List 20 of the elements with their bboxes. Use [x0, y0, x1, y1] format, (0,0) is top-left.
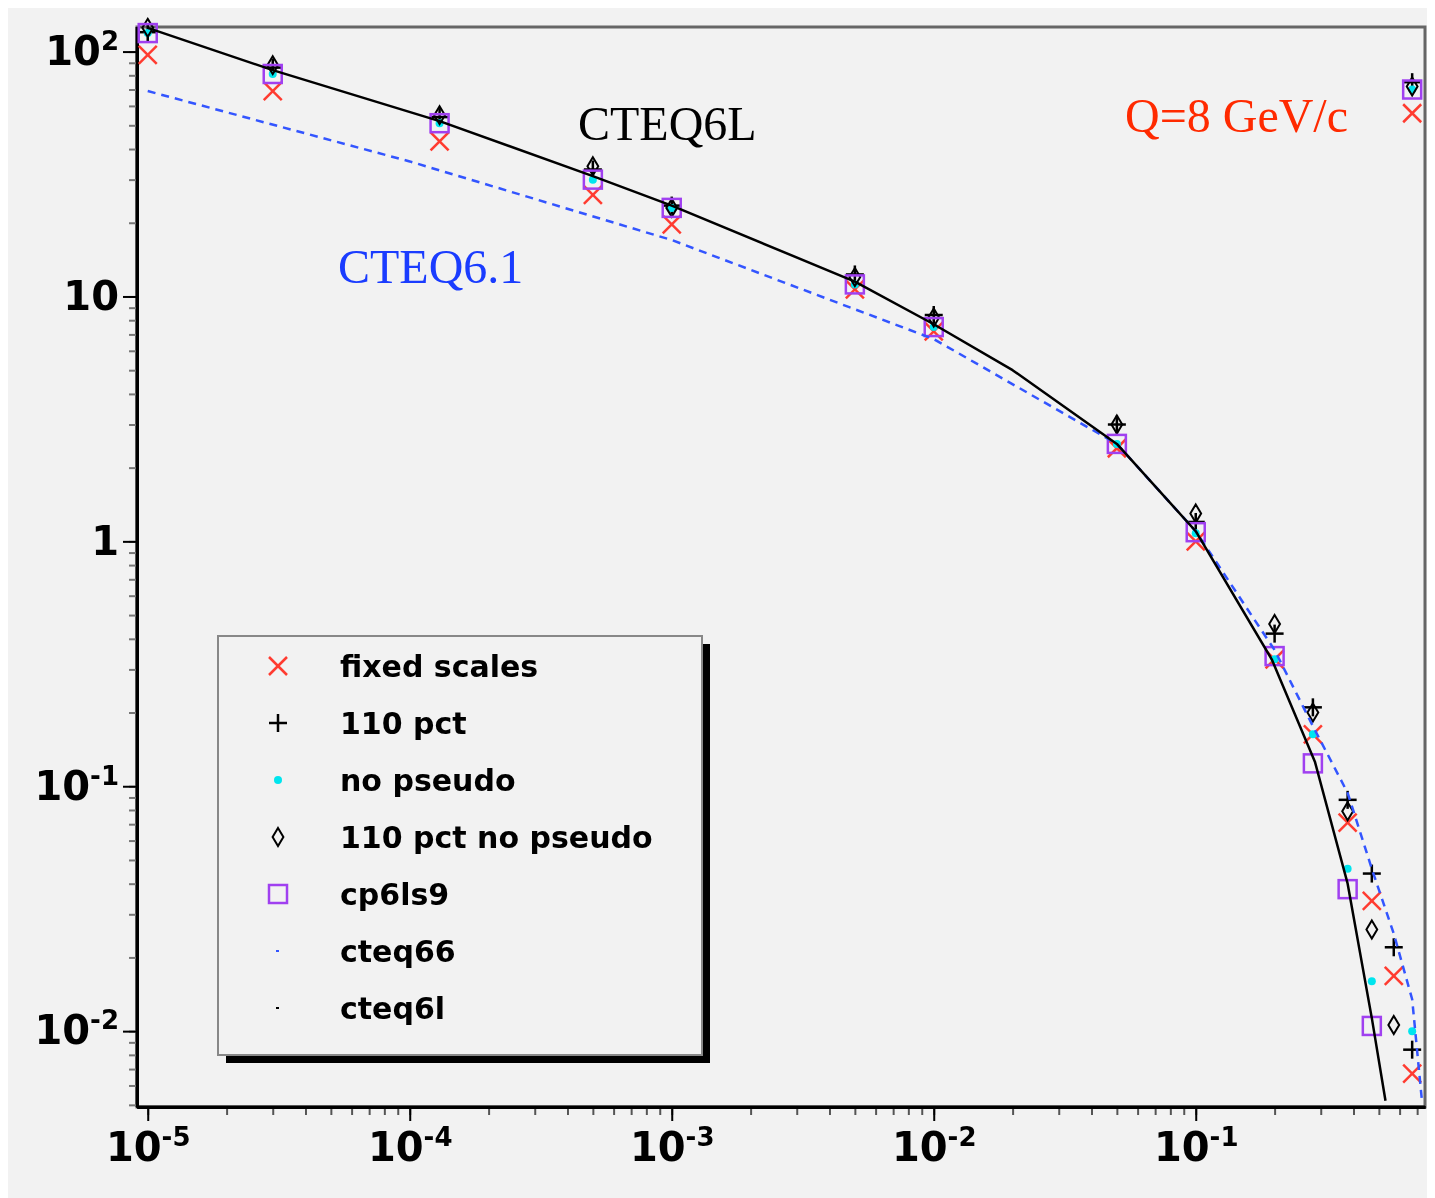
- y-tick-label: 10$^{2}$: [45, 25, 119, 74]
- legend-label: cp6ls9: [340, 877, 450, 912]
- legend-label: cteq66: [340, 934, 456, 969]
- legend-label: fixed scales: [340, 649, 539, 684]
- x-tick-label: 10$^{-4}$: [367, 1122, 453, 1171]
- annotation: Q=8 GeV/c: [1125, 89, 1349, 142]
- annotation: CTEQ6.1: [338, 240, 524, 293]
- y-tick-label: 1: [91, 517, 119, 564]
- y-tick-label: 10: [63, 272, 119, 319]
- x-tick-label: 10$^{-3}$: [629, 1122, 715, 1171]
- y-tick-label: 10$^{-1}$: [34, 760, 119, 809]
- x-tick-label: 10$^{-5}$: [105, 1122, 191, 1171]
- y-tick-label: 10$^{-2}$: [34, 1005, 119, 1054]
- legend-label: no pseudo: [340, 763, 516, 798]
- annotation: CTEQ6L: [578, 97, 757, 150]
- legend-label: 110 pct no pseudo: [340, 820, 653, 855]
- legend-label: 110 pct: [340, 706, 467, 741]
- x-tick-label: 10$^{-1}$: [1153, 1122, 1239, 1171]
- x-tick-label: 10$^{-2}$: [891, 1122, 977, 1171]
- legend-label: cteq6l: [340, 991, 446, 1026]
